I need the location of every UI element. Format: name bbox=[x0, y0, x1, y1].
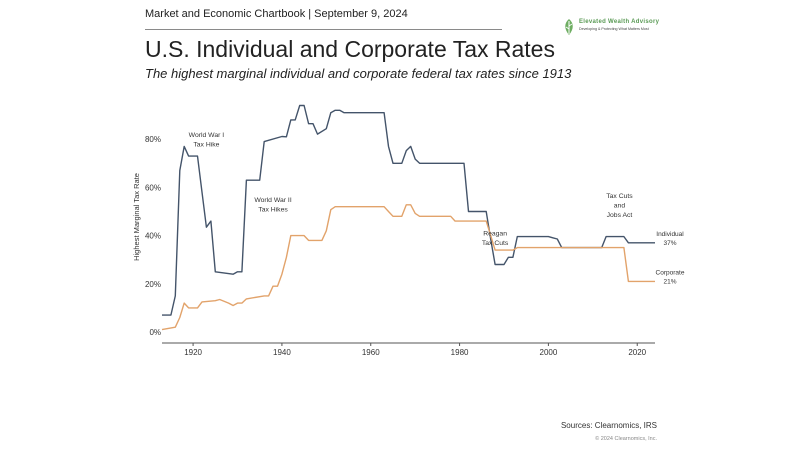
annotation-label: Tax Cuts bbox=[606, 193, 633, 200]
y-tick-label: 80% bbox=[145, 135, 161, 144]
x-tick-label: 2000 bbox=[540, 348, 558, 357]
series-name-label: Corporate bbox=[656, 269, 685, 276]
x-tick-label: 1980 bbox=[451, 348, 469, 357]
annotation-label: World War I bbox=[189, 132, 225, 139]
series-end-value-label: 37% bbox=[663, 240, 676, 247]
logo-tagline: Developing & Protecting What Matters Mos… bbox=[579, 27, 649, 31]
annotation-label: Tax Hikes bbox=[258, 206, 288, 213]
series-end-value-label: 21% bbox=[663, 278, 676, 285]
annotation-label: Tax Cuts bbox=[482, 240, 509, 247]
chart-title: U.S. Individual and Corporate Tax Rates bbox=[145, 36, 555, 62]
chartbook-header: Market and Economic Chartbook | Septembe… bbox=[145, 8, 408, 20]
logo-name: Elevated Wealth Advisory bbox=[579, 19, 660, 25]
leaf-logo-icon bbox=[565, 19, 573, 35]
copyright-note: © 2024 Clearnomics, Inc. bbox=[595, 436, 657, 442]
y-tick-label: 0% bbox=[149, 328, 161, 337]
annotation-label: Jobs Act bbox=[607, 212, 633, 219]
brand-logo: Elevated Wealth Advisory Developing & Pr… bbox=[562, 18, 682, 38]
annotation-label: Tax Hike bbox=[193, 141, 219, 148]
series-line-individual bbox=[162, 104, 655, 316]
y-tick-label: 20% bbox=[145, 280, 161, 289]
x-tick-label: 1920 bbox=[184, 348, 202, 357]
y-tick-label: 40% bbox=[145, 232, 161, 241]
y-axis-label: Highest Marginal Tax Rate bbox=[132, 173, 141, 261]
x-tick-label: 2020 bbox=[628, 348, 646, 357]
header-divider bbox=[145, 29, 502, 30]
annotation-label: World War II bbox=[254, 197, 291, 204]
x-tick-label: 1960 bbox=[362, 348, 380, 357]
chart-subtitle: The highest marginal individual and corp… bbox=[145, 66, 572, 81]
x-tick-label: 1940 bbox=[273, 348, 291, 357]
source-note: Sources: Clearnomics, IRS bbox=[560, 421, 657, 430]
series-line-corporate bbox=[161, 204, 655, 331]
series-name-label: Individual bbox=[656, 231, 684, 238]
annotation-label: and bbox=[614, 203, 626, 210]
y-tick-label: 60% bbox=[145, 183, 161, 192]
annotation-label: Reagan bbox=[483, 231, 507, 238]
